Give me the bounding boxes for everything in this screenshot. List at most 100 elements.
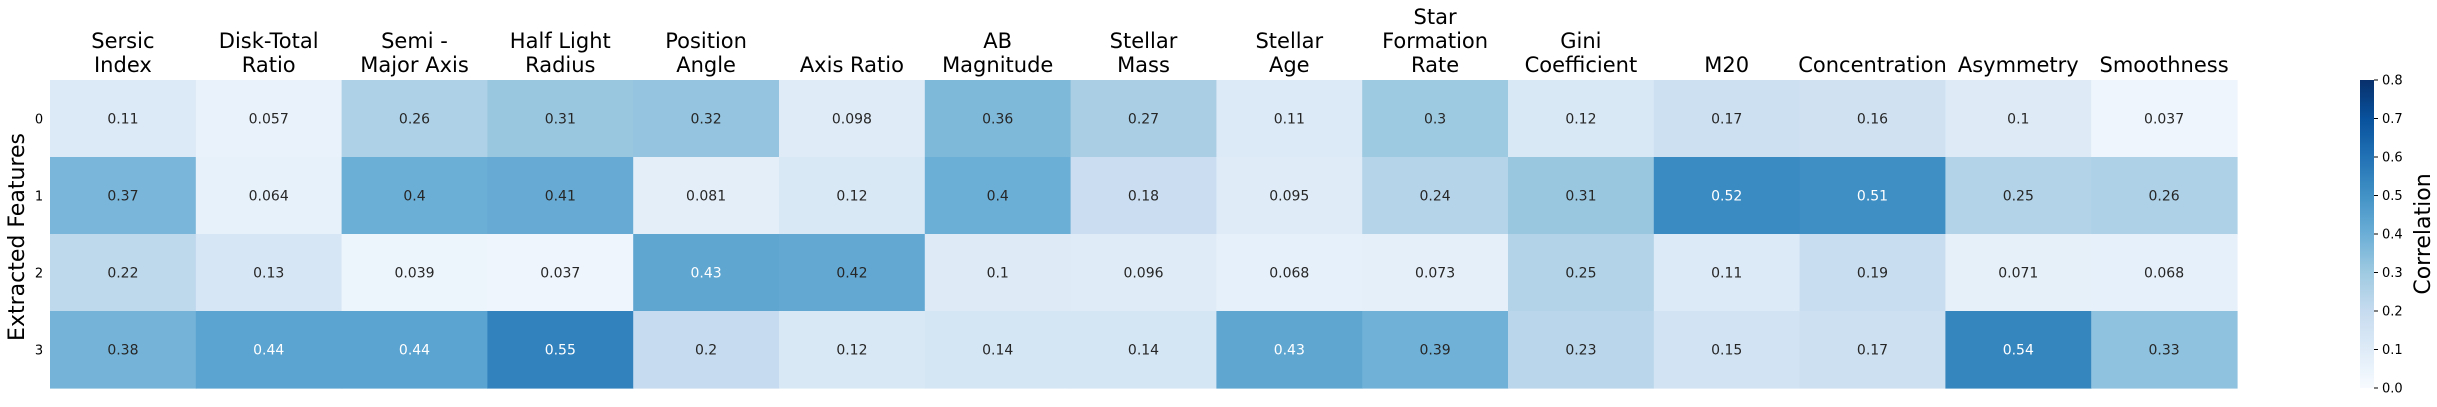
heatmap-cell xyxy=(487,311,634,389)
heatmap-cell xyxy=(2091,311,2238,389)
cell-value-label: 0.098 xyxy=(832,112,872,128)
cell-value-label: 0.11 xyxy=(1274,112,1305,128)
colorbar: 0.0 0.1 0.2 0.3 0.4 0.5 0.6 0.7 0.8 Correlation xyxy=(2360,74,2436,397)
heatmap-cell xyxy=(487,157,634,235)
cell-value-label: 0.15 xyxy=(1711,343,1742,359)
cell-value-label: 0.11 xyxy=(107,112,138,128)
heatmap-cell xyxy=(50,234,197,312)
heatmap-cell xyxy=(1508,234,1655,312)
colorbar-tick-label: 0.8 xyxy=(2382,74,2403,89)
heatmap-cell xyxy=(1508,311,1655,389)
cell-value-label: 0.44 xyxy=(399,343,430,359)
heatmap-cell xyxy=(1070,157,1217,235)
cell-value-label: 0.1 xyxy=(2007,112,2029,128)
y-axis-title: Extracted Features xyxy=(5,133,30,341)
heatmap-cell xyxy=(1945,80,2092,158)
colorbar-tick-label: 0.4 xyxy=(2382,228,2403,243)
heatmap-cell xyxy=(1653,311,1801,389)
cell-value-label: 0.073 xyxy=(1415,266,1455,282)
column-label: Half Light Radius xyxy=(510,29,611,77)
heatmap-cell xyxy=(1799,234,1946,312)
colorbar-title: Correlation xyxy=(2411,173,2436,294)
cell-value-label: 0.24 xyxy=(1420,189,1451,205)
colorbar-tick-label: 0.1 xyxy=(2382,343,2403,358)
cell-value-label: 0.19 xyxy=(1857,266,1888,282)
column-label: Disk-Total Ratio xyxy=(219,29,319,77)
heatmap-cell xyxy=(1216,234,1363,312)
cell-value-label: 0.33 xyxy=(2149,343,2180,359)
heatmap-cell xyxy=(195,234,343,312)
cell-value-label: 0.057 xyxy=(249,112,289,128)
cell-value-label: 0.39 xyxy=(1420,343,1451,359)
cell-value-label: 0.064 xyxy=(249,189,289,205)
heatmap-cell xyxy=(1799,80,1946,158)
cell-value-label: 0.068 xyxy=(2144,266,2184,282)
colorbar-tick-label: 0.5 xyxy=(2382,189,2403,204)
column-label: Stellar Mass xyxy=(1110,29,1178,77)
heatmap-cell xyxy=(195,157,343,235)
heatmap-cell xyxy=(924,157,1072,235)
cell-value-label: 0.51 xyxy=(1857,189,1888,205)
cell-value-label: 0.55 xyxy=(545,343,576,359)
cell-value-label: 0.068 xyxy=(1269,266,1309,282)
heatmap-cell xyxy=(1216,80,1363,158)
heatmap-cell xyxy=(1653,234,1801,312)
heatmap-cell xyxy=(1070,311,1217,389)
heatmap-cell xyxy=(633,234,780,312)
colorbar-tick-label: 0.0 xyxy=(2382,382,2403,397)
row-labels: 0 1 2 3 xyxy=(35,113,43,359)
heatmap-cell xyxy=(1945,157,2092,235)
heatmap-cell xyxy=(1362,234,1509,312)
heatmap-cell xyxy=(1653,80,1801,158)
heatmap-cell xyxy=(779,311,926,389)
column-labels: Sersic Index Disk-Total Ratio Semi -Major Ax… xyxy=(91,5,2228,77)
heatmap-cell xyxy=(779,157,926,235)
heatmap-cell xyxy=(341,234,488,312)
cell-value-label: 0.12 xyxy=(1565,112,1596,128)
colorbar-gradient xyxy=(2360,80,2374,388)
heatmap-cell xyxy=(50,157,197,235)
column-label: Concentration xyxy=(1798,53,1947,77)
cell-value-label: 0.12 xyxy=(836,343,867,359)
heatmap-cell xyxy=(1216,157,1363,235)
column-label: Gini Coefficient xyxy=(1525,29,1638,77)
heatmap-cell xyxy=(1945,311,2092,389)
cell-value-label: 0.037 xyxy=(540,266,580,282)
colorbar-tick-label: 0.2 xyxy=(2382,305,2403,320)
column-label: Star Formation Rate xyxy=(1382,5,1488,77)
row-label: 0 xyxy=(35,113,43,128)
heatmap-cell xyxy=(341,80,488,158)
colorbar-tick-label: 0.3 xyxy=(2382,266,2403,281)
cell-value-label: 0.2 xyxy=(695,343,717,359)
cell-value-label: 0.54 xyxy=(2003,343,2034,359)
row-label: 3 xyxy=(35,344,43,359)
cell-value-label: 0.26 xyxy=(399,112,430,128)
cell-value-label: 0.071 xyxy=(1998,266,2038,282)
heatmap-cell xyxy=(1508,80,1655,158)
cell-value-label: 0.4 xyxy=(987,189,1009,205)
cell-value-label: 0.44 xyxy=(253,343,284,359)
cell-value-label: 0.31 xyxy=(1565,189,1596,205)
heatmap-cell xyxy=(195,80,343,158)
cell-value-label: 0.43 xyxy=(1274,343,1305,359)
heatmap-cell xyxy=(1070,234,1217,312)
heatmap-cell xyxy=(1070,80,1217,158)
cell-value-label: 0.17 xyxy=(1857,343,1888,359)
cell-value-label: 0.41 xyxy=(545,189,576,205)
cell-value-label: 0.26 xyxy=(2149,189,2180,205)
heatmap-cell xyxy=(487,80,634,158)
cell-value-label: 0.36 xyxy=(982,112,1013,128)
column-label: AB Magnitude xyxy=(942,29,1053,77)
column-label: Semi -Major Axis xyxy=(360,29,469,77)
cell-value-label: 0.12 xyxy=(836,189,867,205)
cell-value-label: 0.32 xyxy=(691,112,722,128)
row-label: 1 xyxy=(35,190,43,205)
heatmap-cell xyxy=(2091,157,2238,235)
heatmap-cell xyxy=(924,311,1072,389)
heatmap-cell-labels: 0.11 0.057 0.26 0.31 0.32 0.098 0.36 0.27 0.11 0.… xyxy=(107,112,2184,359)
heatmap-cell xyxy=(1945,234,2092,312)
heatmap-cells xyxy=(50,80,2238,389)
column-label: M20 xyxy=(1704,53,1749,77)
cell-value-label: 0.14 xyxy=(1128,343,1159,359)
cell-value-label: 0.25 xyxy=(1565,266,1596,282)
